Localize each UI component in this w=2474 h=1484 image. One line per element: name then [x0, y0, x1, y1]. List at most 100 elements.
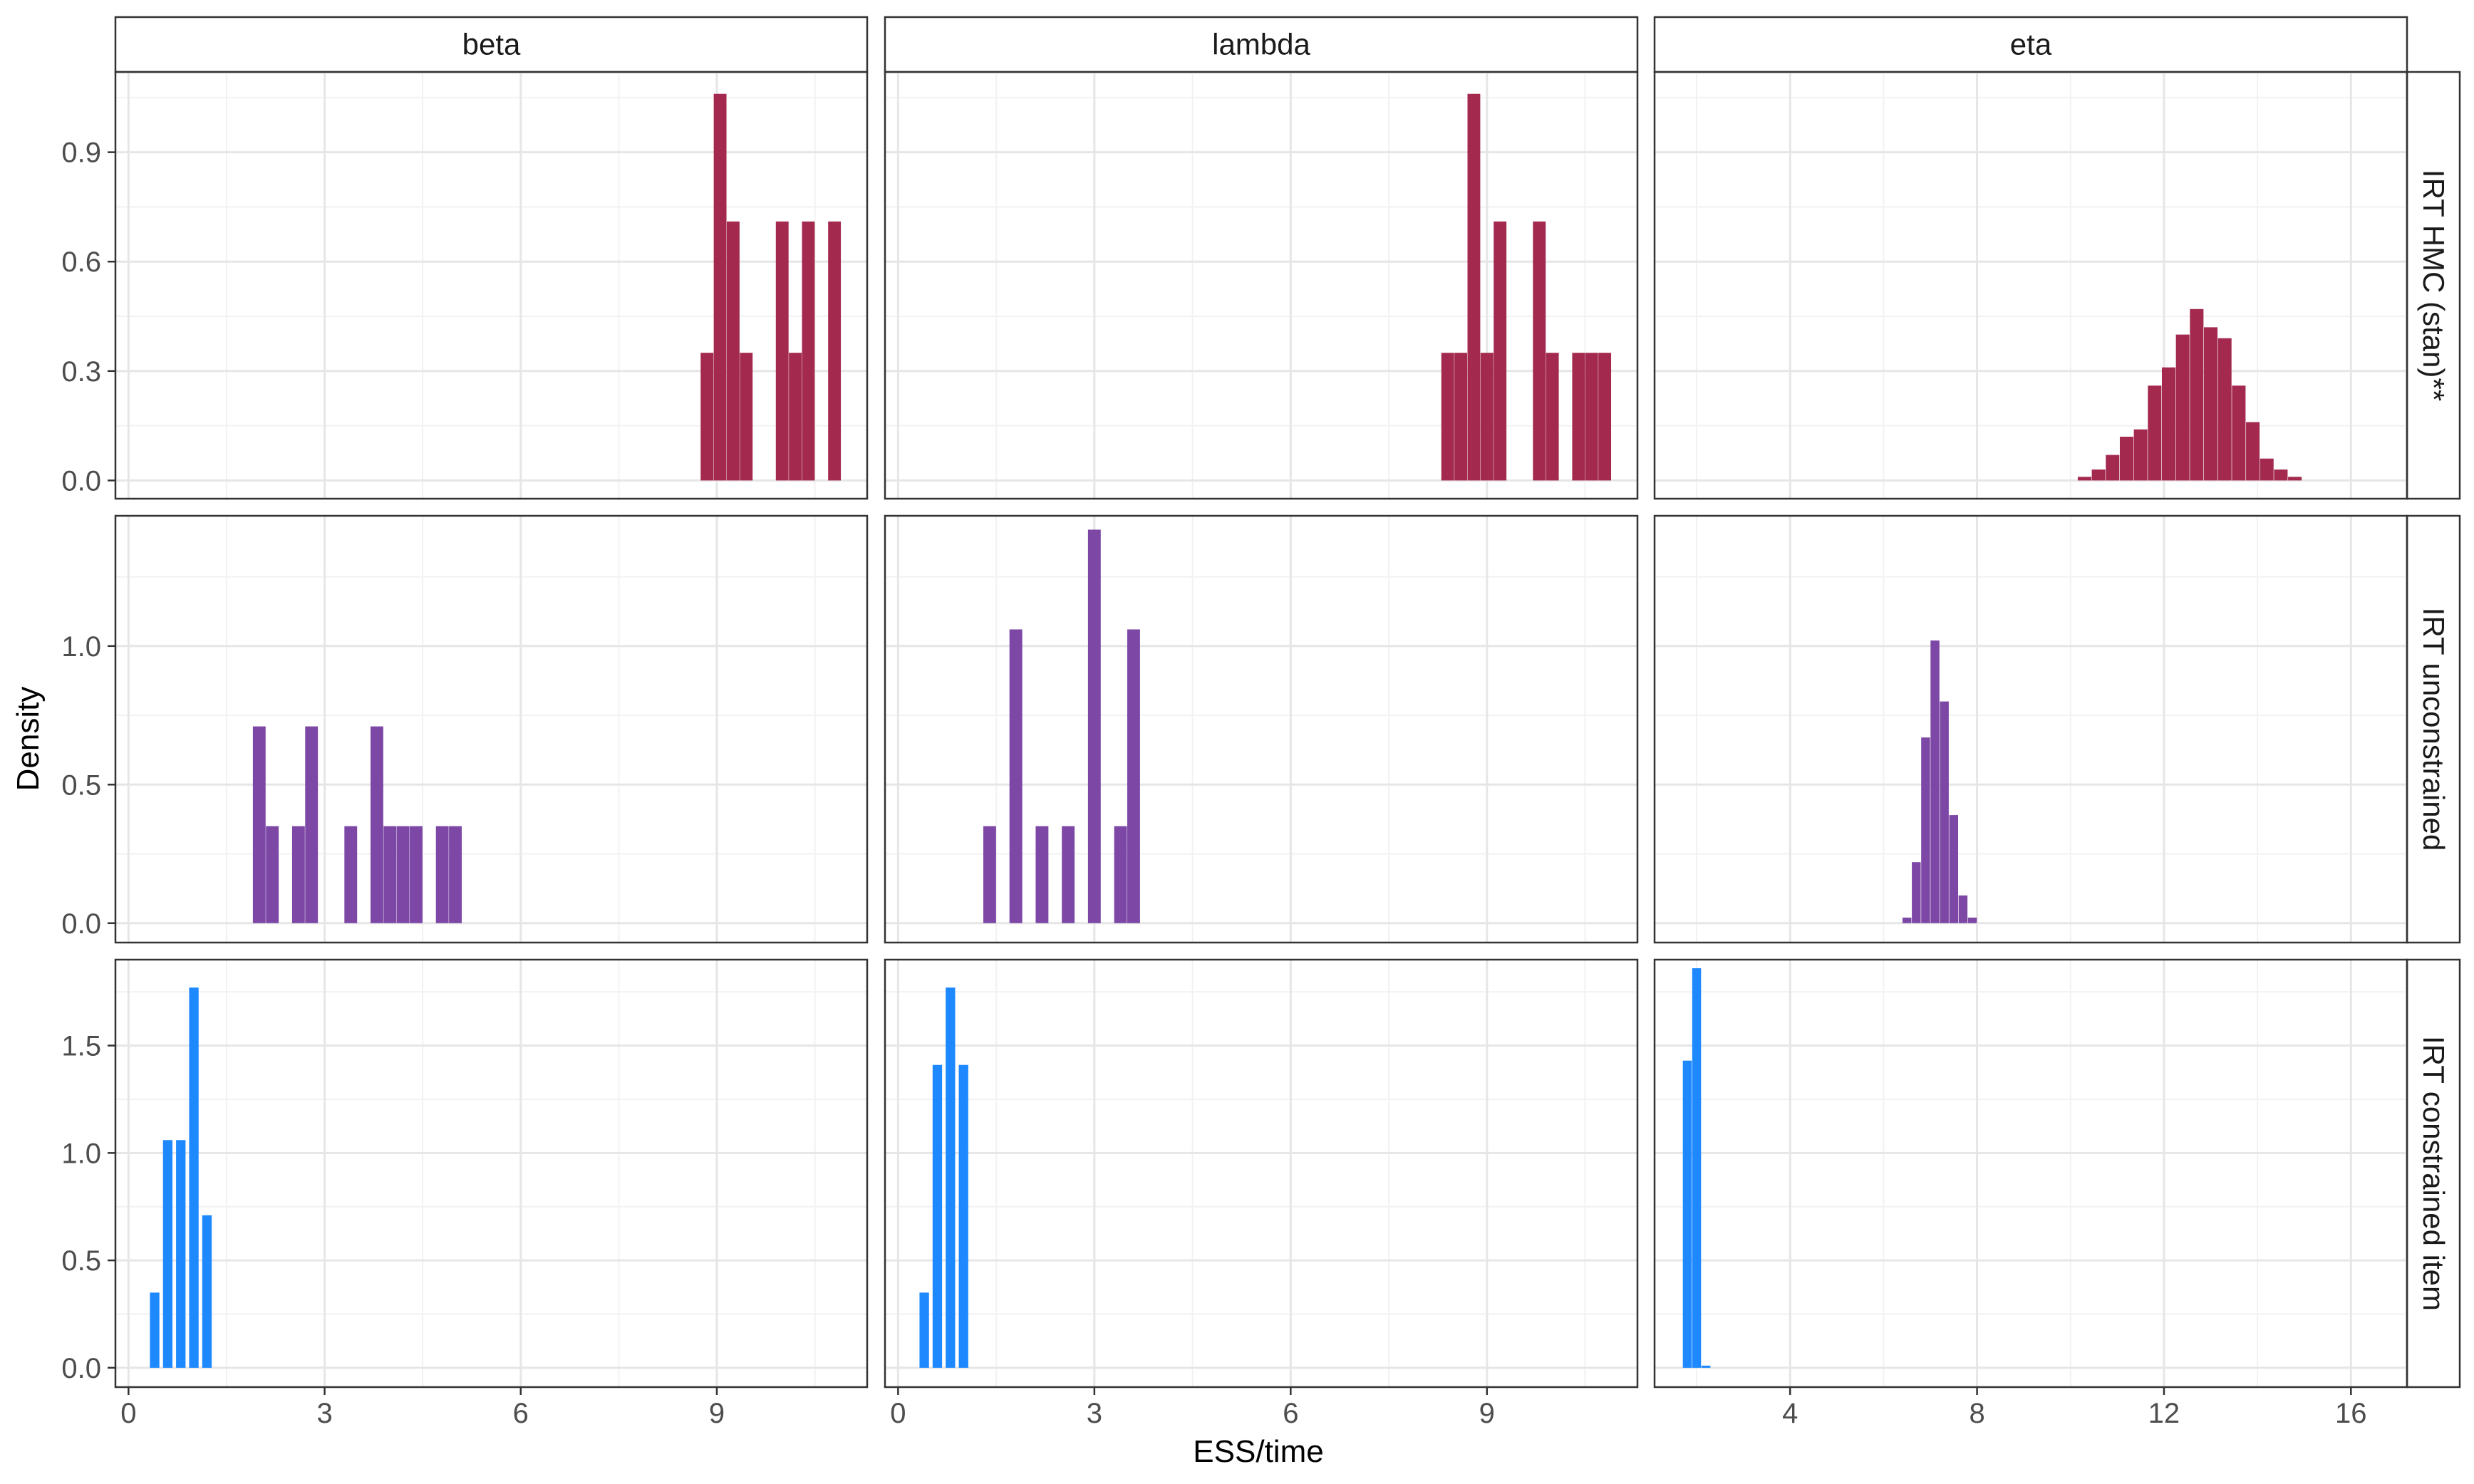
histogram-bar	[1598, 353, 1612, 481]
histogram-bar	[2077, 477, 2091, 481]
histogram-bar	[344, 826, 358, 923]
histogram-bar	[2217, 338, 2232, 481]
x-tick-label: 9	[709, 1398, 725, 1429]
y-tick-label: 1.5	[61, 1031, 101, 1062]
facet-panel	[114, 71, 869, 500]
panel-border	[114, 71, 869, 500]
histogram-bar	[1454, 353, 1468, 481]
histogram-bar	[1958, 895, 1968, 923]
histogram-bar	[2260, 458, 2274, 481]
histogram-bar	[1533, 221, 1546, 481]
histogram-bar	[435, 826, 449, 923]
histogram-bar	[1682, 1060, 1692, 1368]
x-tick-label: 12	[2148, 1398, 2180, 1429]
histogram-bar	[2204, 327, 2218, 481]
histogram-bar	[1127, 629, 1140, 923]
histogram-bar	[252, 726, 266, 923]
histogram-bar	[1480, 353, 1494, 481]
facet-panel	[884, 958, 1639, 1389]
histogram-bar	[713, 93, 727, 481]
row-strip-label: IRT unconstrained	[2417, 608, 2450, 851]
histogram-bar	[2161, 367, 2176, 481]
row-strip	[2406, 958, 2461, 1389]
histogram-bar	[202, 1215, 212, 1368]
facet-panel	[1653, 514, 2408, 944]
histogram-bar	[383, 826, 397, 923]
x-tick-label: 6	[1283, 1398, 1298, 1429]
y-tick-label: 0.6	[61, 247, 101, 278]
facet-panel	[884, 71, 1639, 500]
histogram-bar	[1967, 917, 1977, 923]
histogram-bar	[828, 221, 842, 481]
histogram-bar	[291, 826, 305, 923]
column-strip	[114, 16, 869, 73]
histogram-bar	[1035, 826, 1049, 923]
x-axis-title: ESS/time	[1193, 1434, 1323, 1469]
histogram-bar	[1441, 353, 1454, 481]
histogram-bar	[1009, 629, 1023, 923]
facet-panel	[1653, 71, 2408, 500]
histogram-bar	[1930, 640, 1940, 923]
histogram-bar	[802, 221, 815, 481]
histogram-bar	[2106, 455, 2120, 481]
histogram-bar	[1940, 701, 1949, 923]
row-strip-label: IRT HMC (stan)**	[2417, 170, 2450, 401]
y-tick-label: 0.3	[61, 356, 101, 388]
histogram-bar	[946, 987, 956, 1368]
row-strip	[2406, 514, 2461, 944]
y-tick-label: 0.0	[61, 465, 101, 497]
y-axis-title: Density	[11, 687, 46, 792]
panel-border	[1653, 958, 2408, 1389]
histogram-bar	[2274, 469, 2288, 481]
panel-grid: beta lambda eta IRT HMC (stan)** IRT unconst…	[61, 16, 2461, 1429]
histogram-bar	[396, 826, 410, 923]
histogram-bar	[2091, 469, 2106, 481]
histogram-bar	[1585, 353, 1598, 481]
panel-border	[114, 958, 869, 1389]
panel-border	[884, 958, 1639, 1389]
facet-panel	[1653, 958, 2408, 1389]
y-tick-label: 0.9	[61, 137, 101, 169]
histogram-bar	[1114, 826, 1127, 923]
histogram-bar	[162, 1140, 173, 1368]
histogram-bar	[1494, 221, 1507, 481]
histogram-bar	[1692, 968, 1702, 1368]
histogram-bar	[726, 221, 740, 481]
facet-panel	[114, 514, 869, 944]
y-tick-label: 0.5	[61, 769, 101, 801]
histogram-bar	[2148, 385, 2162, 481]
histogram-bar	[958, 1064, 968, 1368]
histogram-bar	[449, 826, 462, 923]
histogram-bar	[2232, 385, 2246, 481]
histogram-bar	[2133, 429, 2148, 481]
histogram-bar	[740, 353, 753, 481]
histogram-bar	[1062, 826, 1075, 923]
panel-border	[1653, 514, 2408, 944]
histogram-bar	[1949, 815, 1959, 923]
x-tick-label: 3	[316, 1398, 332, 1429]
facet-panel	[114, 958, 869, 1389]
histogram-bar	[2288, 477, 2302, 481]
histogram-bar	[919, 1292, 929, 1368]
histogram-bar	[789, 353, 802, 481]
histogram-bar	[1546, 353, 1559, 481]
panel-border	[884, 514, 1639, 944]
y-tick-label: 0.5	[61, 1245, 101, 1277]
histogram-bar	[410, 826, 423, 923]
column-strip-label: lambda	[1212, 28, 1310, 61]
panel-border	[1653, 71, 2408, 500]
histogram-bar	[983, 826, 996, 923]
histogram-bar	[1902, 917, 1912, 923]
histogram-bar	[176, 1140, 186, 1368]
histogram-bar	[700, 353, 714, 481]
column-strip-label: beta	[462, 28, 521, 61]
x-tick-label: 0	[120, 1398, 136, 1429]
y-tick-label: 0.0	[61, 908, 101, 940]
x-tick-label: 9	[1479, 1398, 1495, 1429]
row-strip-label: IRT constrained item	[2417, 1036, 2450, 1311]
histogram-bar	[1701, 1365, 1711, 1368]
x-tick-label: 3	[1087, 1398, 1102, 1429]
histogram-bar	[2190, 308, 2204, 481]
panel-border	[114, 514, 869, 944]
